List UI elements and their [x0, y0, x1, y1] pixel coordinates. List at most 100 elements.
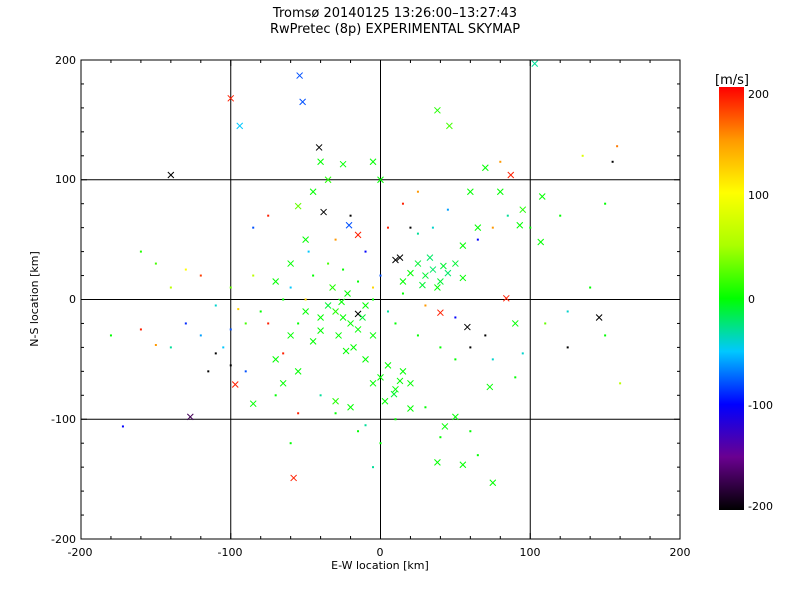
data-point-dot	[379, 274, 382, 277]
data-point-cross	[422, 272, 429, 279]
cross-stroke	[354, 231, 362, 239]
data-point-cross	[324, 302, 332, 309]
data-point-dot	[169, 346, 172, 349]
y-tick-label: 200	[55, 54, 76, 67]
cross-stroke	[338, 298, 345, 306]
cross-stroke	[466, 188, 474, 196]
data-point-cross	[227, 94, 235, 102]
cross-stroke	[489, 479, 497, 487]
data-point-cross	[231, 381, 239, 388]
data-point-cross	[320, 208, 327, 216]
data-point-cross	[507, 171, 515, 179]
cross-stroke	[459, 274, 467, 282]
data-point-cross	[309, 188, 317, 196]
cross-stroke	[464, 323, 471, 331]
colorbar-tick-label: -200	[748, 500, 773, 513]
data-point-cross	[595, 314, 603, 321]
data-point-cross	[426, 254, 434, 261]
data-point-cross	[516, 221, 524, 229]
cross-stroke	[317, 158, 324, 166]
data-point-dot	[357, 430, 360, 433]
data-point-cross	[302, 236, 309, 243]
data-point-cross	[359, 314, 366, 321]
cross-stroke	[507, 171, 515, 179]
data-point-dot	[289, 442, 292, 445]
y-tick-label: 0	[69, 293, 76, 306]
data-point-cross	[464, 323, 471, 331]
data-point-cross	[338, 298, 345, 306]
data-point-dot	[297, 412, 300, 415]
data-point-cross	[538, 193, 546, 200]
cross-stroke	[407, 405, 414, 412]
data-point-cross	[531, 60, 539, 67]
cross-stroke	[296, 72, 303, 79]
cross-stroke	[347, 403, 354, 411]
data-point-cross	[299, 98, 306, 106]
data-point-cross	[444, 269, 452, 277]
data-point-cross	[437, 278, 444, 285]
x-axis-label: E-W location [km]	[331, 559, 429, 572]
cross-stroke	[441, 423, 449, 430]
cross-stroke	[384, 362, 392, 369]
data-point-dot	[319, 394, 322, 397]
data-point-dot	[409, 226, 412, 229]
cross-stroke	[452, 260, 459, 267]
data-point-cross	[272, 278, 280, 285]
colorbar-tick-label: 200	[748, 88, 769, 101]
cross-stroke	[362, 302, 369, 309]
data-point-cross	[362, 302, 369, 309]
cross-stroke	[407, 269, 414, 277]
cross-stroke	[537, 238, 545, 246]
cross-stroke	[342, 347, 350, 355]
data-point-dot	[121, 425, 124, 428]
y-tick-label: -100	[51, 413, 76, 426]
cross-stroke	[595, 314, 603, 321]
data-point-cross	[452, 413, 459, 421]
data-point-cross	[434, 284, 441, 291]
data-point-dot	[237, 308, 240, 311]
cross-stroke	[249, 400, 257, 408]
data-point-cross	[332, 308, 339, 315]
data-point-cross	[362, 356, 369, 363]
x-tick-label: 200	[670, 546, 691, 559]
colorbar	[719, 87, 744, 510]
data-point-dot	[372, 466, 375, 469]
data-point-cross	[339, 314, 347, 321]
data-point-dot	[372, 286, 375, 289]
data-point-cross	[486, 383, 494, 391]
data-point-dot	[139, 328, 142, 331]
data-point-dot	[589, 286, 592, 289]
cross-stroke	[350, 344, 357, 351]
data-point-cross	[446, 122, 453, 130]
cross-stroke	[167, 171, 175, 179]
cross-stroke	[231, 381, 239, 388]
cross-stroke	[422, 272, 429, 279]
data-point-dot	[357, 280, 360, 283]
data-point-dot	[604, 202, 607, 205]
data-point-cross	[466, 188, 474, 196]
data-point-dot	[154, 344, 157, 347]
cross-stroke	[486, 383, 494, 391]
data-point-cross	[369, 379, 377, 387]
cross-stroke	[236, 122, 244, 130]
x-tick-label: 100	[520, 546, 541, 559]
data-point-cross	[440, 262, 447, 270]
data-point-dot	[559, 214, 562, 217]
data-point-dot	[229, 286, 232, 289]
data-point-cross	[335, 332, 342, 339]
data-point-cross	[315, 144, 323, 151]
cross-stroke	[299, 98, 306, 106]
data-point-dot	[604, 334, 607, 337]
cross-stroke	[279, 379, 287, 387]
data-point-dot	[297, 322, 300, 325]
data-point-dot	[506, 214, 509, 217]
cross-stroke	[272, 356, 280, 363]
data-point-dot	[454, 358, 457, 361]
cross-stroke	[369, 158, 377, 166]
data-point-dot	[566, 310, 569, 313]
cross-stroke	[452, 413, 459, 421]
data-point-cross	[496, 188, 504, 196]
cross-stroke	[446, 122, 453, 130]
data-point-cross	[407, 269, 414, 277]
data-point-dot	[416, 232, 419, 235]
